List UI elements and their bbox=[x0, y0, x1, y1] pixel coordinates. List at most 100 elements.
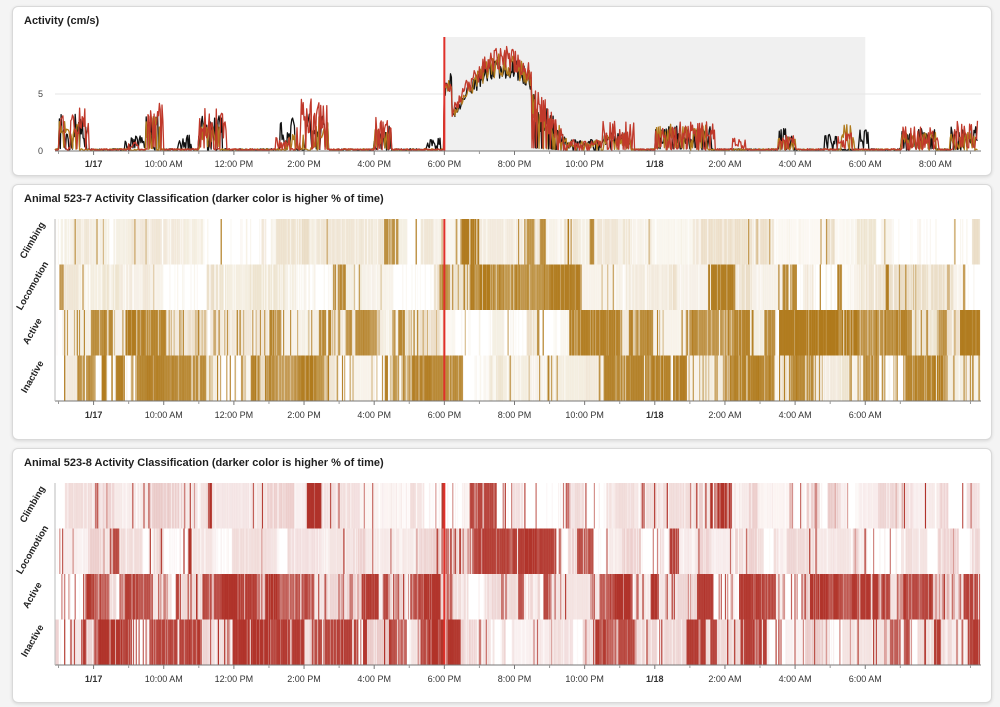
heatmap-cell bbox=[677, 310, 680, 356]
heatmap-cell bbox=[641, 310, 643, 356]
heatmap-cell bbox=[330, 219, 332, 265]
heatmap-cell bbox=[206, 483, 208, 529]
heatmap-cell bbox=[728, 310, 730, 356]
heatmap-cell bbox=[506, 264, 508, 310]
heatmap-cell bbox=[421, 355, 424, 401]
heatmap-cell bbox=[533, 219, 535, 265]
heatmap-cell bbox=[702, 264, 704, 310]
heatmap-cell bbox=[473, 219, 475, 265]
heatmap-cell bbox=[99, 356, 100, 402]
heatmap-cell bbox=[297, 310, 299, 356]
heatmap-cell bbox=[283, 264, 285, 310]
heatmap-cell bbox=[115, 310, 117, 356]
heatmap-cell bbox=[506, 355, 508, 401]
heatmap-cell bbox=[944, 310, 946, 356]
heatmap-cell bbox=[870, 219, 872, 265]
heatmap-cell bbox=[267, 264, 269, 310]
heatmap-cell bbox=[453, 264, 455, 310]
heatmap-cell bbox=[341, 310, 344, 356]
heatmap-cell bbox=[370, 219, 372, 265]
heatmap-cell bbox=[82, 483, 84, 529]
heatmap-cell bbox=[614, 310, 616, 356]
heatmap-cell bbox=[326, 483, 328, 529]
heatmap-cell bbox=[509, 219, 511, 265]
heatmap-cell bbox=[466, 264, 468, 310]
heatmap-cell bbox=[391, 264, 393, 310]
heatmap-cell bbox=[718, 355, 720, 401]
heatmap-cell bbox=[468, 264, 470, 310]
heatmap-cell bbox=[73, 219, 76, 265]
heatmap-cell bbox=[514, 483, 516, 529]
heatmap-cell bbox=[313, 310, 315, 356]
heatmap-cell bbox=[643, 355, 645, 401]
heatmap-cell bbox=[845, 219, 847, 265]
heatmap-cell bbox=[599, 264, 601, 310]
heatmap-cell bbox=[606, 219, 608, 265]
heatmap-cell bbox=[457, 483, 458, 529]
heatmap-cell bbox=[195, 219, 197, 265]
heatmap-cell bbox=[416, 483, 418, 529]
heatmap-cell bbox=[509, 355, 511, 401]
heatmap-cell bbox=[65, 310, 67, 356]
heatmap-cell bbox=[177, 310, 179, 356]
heatmap-cell bbox=[941, 264, 943, 310]
heatmap-cell bbox=[294, 264, 297, 310]
heatmap-cell bbox=[739, 310, 741, 356]
heatmap-cell bbox=[236, 264, 238, 310]
heatmap-cell bbox=[230, 264, 232, 310]
heatmap-cell bbox=[272, 310, 274, 356]
heatmap-cell bbox=[697, 355, 699, 401]
heatmap-cell bbox=[861, 355, 863, 401]
heatmap-cell bbox=[315, 355, 317, 401]
heatmap-cell bbox=[975, 219, 977, 265]
heatmap-cell bbox=[155, 219, 157, 265]
heatmap-cell bbox=[853, 310, 855, 356]
heatmap-cell bbox=[73, 264, 75, 310]
heatmap-cell bbox=[310, 219, 312, 265]
heatmap-cell bbox=[342, 310, 344, 356]
heatmap-cell bbox=[155, 483, 157, 529]
heatmap-cell bbox=[623, 310, 625, 356]
heatmap-cell bbox=[520, 219, 522, 265]
heatmap-cell bbox=[277, 264, 279, 310]
heatmap-cell bbox=[132, 219, 134, 265]
heatmap-cell bbox=[499, 355, 501, 401]
heatmap-cell bbox=[661, 264, 663, 310]
heatmap-cell bbox=[507, 219, 509, 265]
heatmap-cell bbox=[683, 219, 685, 265]
heatmap-cell bbox=[372, 264, 374, 310]
heatmap-cell bbox=[365, 310, 367, 356]
heatmap-cell bbox=[393, 310, 395, 356]
heatmap-cell bbox=[621, 264, 623, 310]
heatmap-cell bbox=[640, 219, 642, 265]
heatmap-cell bbox=[120, 355, 122, 401]
heatmap-cell bbox=[132, 483, 134, 529]
heatmap-cell bbox=[431, 355, 433, 401]
heatmap-cell bbox=[163, 355, 165, 401]
heatmap-cell bbox=[64, 264, 66, 310]
heatmap-cell bbox=[742, 264, 744, 310]
heatmap-cell bbox=[567, 264, 569, 310]
heatmap-cell bbox=[738, 219, 740, 265]
heatmap-cell bbox=[256, 264, 258, 310]
heatmap-cell bbox=[288, 355, 290, 401]
heatmap-cell bbox=[833, 355, 835, 401]
heatmap-cell bbox=[479, 356, 480, 402]
heatmap-cell bbox=[153, 483, 156, 529]
heatmap-cell bbox=[310, 310, 312, 356]
heatmap-cell bbox=[320, 355, 323, 401]
heatmap-cell bbox=[432, 310, 434, 356]
heatmap-cell bbox=[513, 264, 515, 310]
heatmap-cell bbox=[583, 355, 585, 401]
heatmap-cell bbox=[802, 310, 804, 356]
heatmap-cell bbox=[647, 310, 649, 356]
heatmap-cell bbox=[559, 355, 561, 401]
heatmap-cell bbox=[403, 310, 405, 356]
x-tick-label: 1/17 bbox=[85, 159, 103, 169]
heatmap-cell bbox=[282, 264, 284, 310]
heatmap-cell bbox=[187, 219, 189, 265]
heatmap-cell bbox=[377, 219, 379, 265]
heatmap-cell bbox=[452, 264, 454, 310]
heatmap-cell bbox=[572, 219, 574, 265]
heatmap-cell bbox=[601, 264, 603, 310]
